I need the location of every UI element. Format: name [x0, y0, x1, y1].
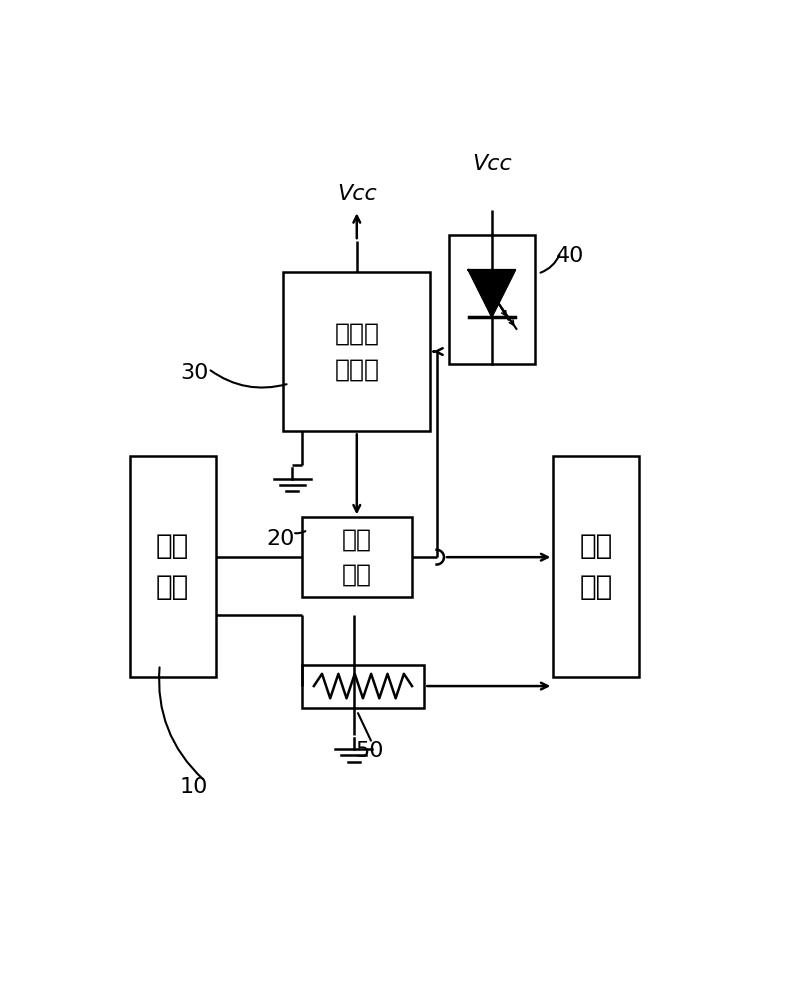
Text: 20: 20	[266, 529, 295, 549]
Text: 30: 30	[180, 363, 208, 383]
Text: 50: 50	[355, 741, 383, 761]
Bar	[284, 272, 431, 431]
Polygon shape	[469, 270, 515, 317]
Text: 手持
装置: 手持 装置	[580, 532, 613, 601]
Text: Vcc: Vcc	[472, 154, 512, 174]
Bar	[553, 456, 639, 677]
Text: 10: 10	[180, 777, 208, 797]
Text: 40: 40	[556, 246, 584, 266]
Text: Vcc: Vcc	[337, 184, 377, 204]
Text: 侦测控
制电路: 侦测控 制电路	[334, 322, 379, 381]
Bar	[449, 235, 535, 364]
Bar	[130, 456, 215, 677]
Bar	[302, 517, 412, 597]
Text: 开关
电路: 开关 电路	[342, 527, 371, 587]
Bar	[302, 665, 425, 708]
Text: 供电
电源: 供电 电源	[156, 532, 189, 601]
